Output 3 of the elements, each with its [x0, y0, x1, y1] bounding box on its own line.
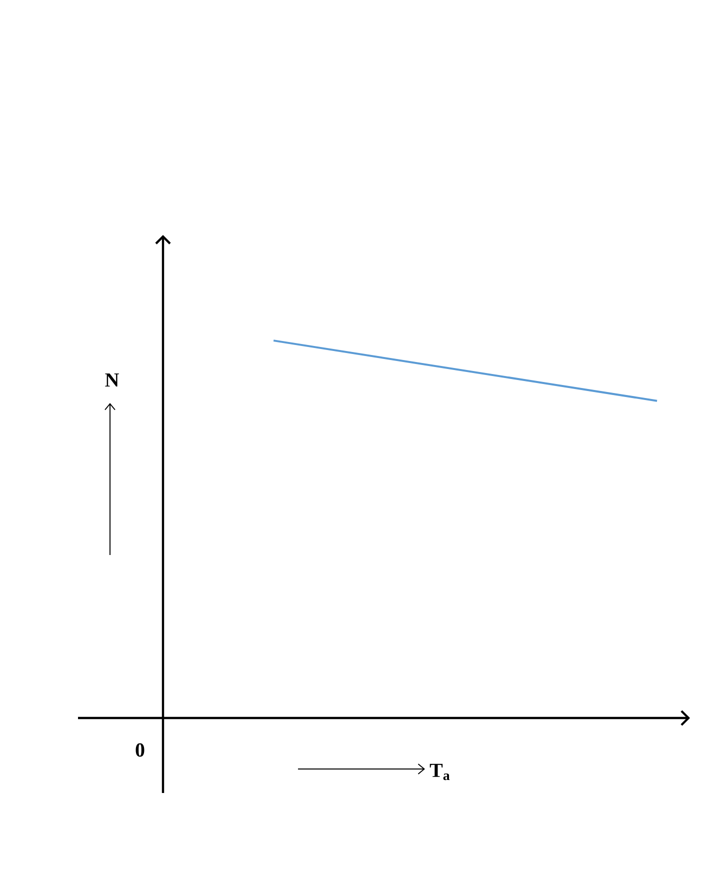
x-axis-title: T$_{a}$: [430, 764, 450, 780]
text: 0: [136, 743, 144, 757]
y-axis-title: N: [105, 373, 119, 387]
